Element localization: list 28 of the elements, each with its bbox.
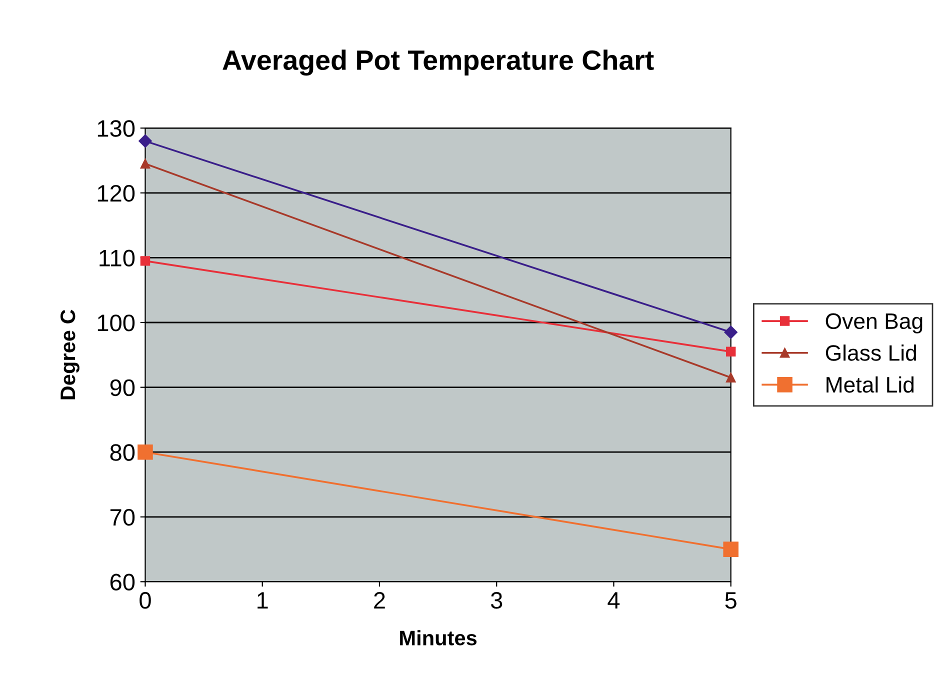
point: [138, 134, 152, 148]
point: [723, 542, 738, 557]
legend-label: Glass Lid: [826, 344, 916, 361]
x-tick-label: 1: [258, 592, 268, 609]
point: [724, 326, 738, 339]
x-tick-label: 5: [725, 592, 736, 609]
x-tick-label: 4: [608, 592, 620, 609]
point: [726, 346, 736, 357]
y-tick-label: 70: [110, 508, 135, 526]
x-tick-label: 2: [374, 592, 385, 609]
point: [140, 158, 150, 169]
y-tick-label: 130: [98, 120, 135, 137]
y-tick-label: 100: [98, 314, 135, 332]
legend-label: Oven Bag: [826, 313, 922, 334]
x-axis-title: Minutes: [400, 630, 477, 646]
legend-label: Metal Lid: [826, 376, 914, 393]
y-tick-label: 120: [98, 184, 135, 202]
y-axis-title: Degree C: [60, 310, 80, 400]
point: [726, 372, 736, 382]
point: [138, 444, 153, 460]
x-tick-label: 3: [490, 592, 502, 609]
chart-title: Averaged Pot Temperature Chart: [222, 50, 654, 76]
point: [140, 256, 150, 266]
y-tick-label: 60: [110, 574, 135, 590]
y-tick-label: 80: [110, 444, 135, 461]
y-tick-label: 90: [110, 379, 135, 396]
y-tick-label: 110: [100, 250, 135, 266]
x-tick-label: 0: [140, 592, 151, 609]
